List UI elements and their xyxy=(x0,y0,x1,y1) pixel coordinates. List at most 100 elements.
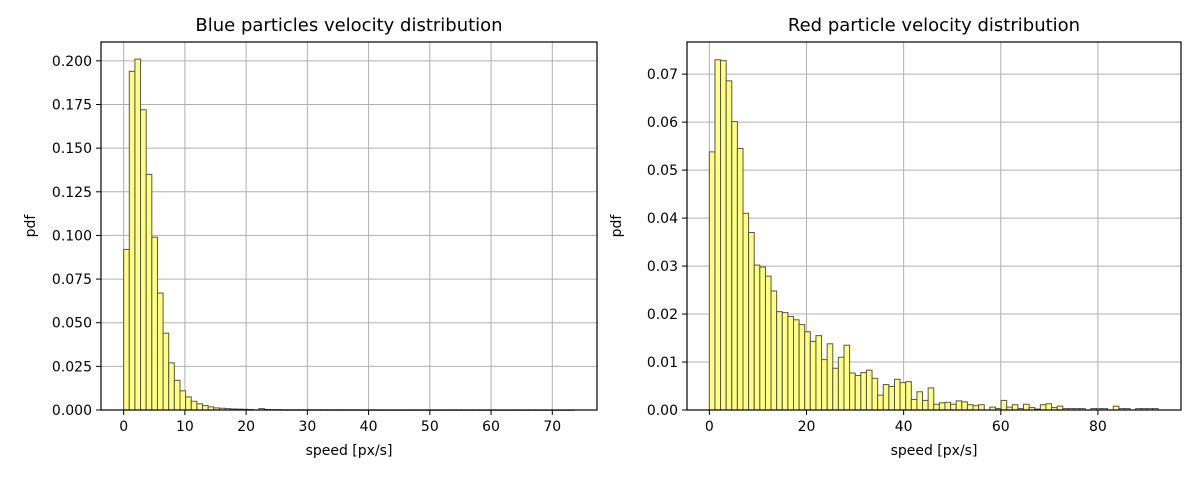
histogram-bar xyxy=(938,402,946,411)
histogram-bar xyxy=(742,212,750,411)
y-tick-label: 0.000 xyxy=(52,403,92,419)
histogram-bar xyxy=(725,80,733,411)
y-axis-label: pdf xyxy=(609,214,625,238)
x-tick-label: 60 xyxy=(482,419,500,435)
y-axis-label: pdf xyxy=(23,214,39,238)
histogram-bar xyxy=(123,248,130,411)
histogram-bar xyxy=(916,391,924,411)
histogram-bar xyxy=(854,374,862,411)
histogram-bar xyxy=(1045,403,1053,411)
x-tick-label: 80 xyxy=(1089,419,1107,435)
histogram-bar xyxy=(804,331,811,411)
histogram-bar xyxy=(809,340,817,411)
histogram-bar xyxy=(821,359,828,411)
y-tick-label: 0.00 xyxy=(647,403,678,419)
histogram-bar xyxy=(882,384,890,411)
histogram-bar xyxy=(748,231,755,411)
y-tick-label: 0.125 xyxy=(52,185,92,201)
x-tick-label: 0 xyxy=(119,419,128,435)
histogram-bar xyxy=(759,266,766,411)
histogram-bar xyxy=(860,372,867,411)
y-tick-label: 0.100 xyxy=(52,228,92,244)
histogram-bar xyxy=(1000,399,1008,411)
histogram-bar xyxy=(950,403,957,411)
histogram-bar xyxy=(179,390,187,411)
x-axis-label: speed [px/s] xyxy=(306,443,393,459)
histogram-bar xyxy=(736,148,744,411)
histogram-bar xyxy=(832,367,839,411)
histogram-bar xyxy=(776,311,783,411)
histogram-bar xyxy=(899,382,907,411)
histogram-bar xyxy=(781,312,789,411)
histogram-bar xyxy=(162,332,170,411)
chart-1: 0 10 20 30 40 50 60 70 0.000 0.025 0.050 0.075 0.100… xyxy=(23,15,598,459)
y-tick-label: 0.175 xyxy=(52,97,92,113)
histogram-bar xyxy=(145,173,153,411)
histogram-bar xyxy=(922,399,929,411)
chart-title: Red particle velocity distribution xyxy=(788,15,1080,36)
histogram-bar xyxy=(764,275,772,411)
histogram-bar xyxy=(849,372,856,411)
y-tick-label: 0.04 xyxy=(647,211,678,227)
x-tick-label: 20 xyxy=(237,419,255,435)
x-tick-label: 40 xyxy=(895,419,913,435)
histogram-bar xyxy=(1011,404,1019,411)
x-tick-label: 10 xyxy=(176,419,194,435)
histogram-bar xyxy=(714,59,722,411)
histogram-bar xyxy=(173,379,181,411)
x-tick-label: 20 xyxy=(798,419,816,435)
histogram-bar xyxy=(128,70,136,411)
histogram-bar xyxy=(1023,403,1030,411)
histogram-bar xyxy=(905,381,912,411)
plot-frame xyxy=(686,41,1182,411)
x-tick-label: 50 xyxy=(421,419,439,435)
histogram-bar xyxy=(140,109,147,411)
plot-frame xyxy=(100,41,598,411)
histogram-bar xyxy=(753,264,761,411)
histogram-bar xyxy=(927,387,935,411)
histogram-bar xyxy=(792,319,800,411)
x-tick-label: 70 xyxy=(543,419,561,435)
histogram-bar xyxy=(798,324,806,411)
chart-title: Blue particles velocity distribution xyxy=(195,15,502,36)
histogram-bar xyxy=(955,400,963,411)
y-tick-label: 0.075 xyxy=(52,272,92,288)
histogram-bar xyxy=(877,394,884,411)
histogram-bar xyxy=(961,401,968,411)
x-tick-label: 30 xyxy=(298,419,316,435)
histogram-bar xyxy=(1039,404,1047,411)
x-tick-label: 60 xyxy=(992,419,1010,435)
y-tick-label: 0.06 xyxy=(647,115,678,131)
histogram-bar xyxy=(770,290,778,411)
histogram-bar xyxy=(185,396,192,411)
histogram-bar xyxy=(196,403,204,411)
histogram-bar xyxy=(134,58,142,411)
histogram-bar xyxy=(708,151,716,411)
histogram-bar xyxy=(720,60,727,411)
histogram-bar xyxy=(944,401,952,411)
y-tick-label: 0.03 xyxy=(647,259,678,275)
histogram-bar xyxy=(865,369,873,411)
y-tick-label: 0.01 xyxy=(647,355,678,371)
histogram-bar xyxy=(190,400,198,411)
histogram-bar xyxy=(826,343,834,411)
histogram-bar xyxy=(888,385,895,411)
y-tick-label: 0.150 xyxy=(52,141,92,157)
histogram-bar xyxy=(151,236,158,411)
histogram-bar xyxy=(202,405,209,411)
y-tick-label: 0.025 xyxy=(52,359,92,375)
histogram-bar xyxy=(972,405,980,411)
y-tick-label: 0.02 xyxy=(647,307,678,323)
histogram-bar xyxy=(893,378,901,411)
histogram-bar xyxy=(815,335,823,411)
y-tick-label: 0.07 xyxy=(647,67,678,83)
histogram-bar xyxy=(168,362,175,411)
x-axis-label: speed [px/s] xyxy=(891,443,978,459)
chart-2: 0 20 40 60 80 0.00 0.01 0.02 0.03 0.04 0.05 0.06 0.0… xyxy=(609,15,1182,459)
x-tick-label: 0 xyxy=(705,419,714,435)
histogram-bar xyxy=(837,356,845,411)
y-tick-label: 0.050 xyxy=(52,316,92,332)
histogram-bar xyxy=(978,404,985,411)
y-tick-label: 0.200 xyxy=(52,54,92,70)
